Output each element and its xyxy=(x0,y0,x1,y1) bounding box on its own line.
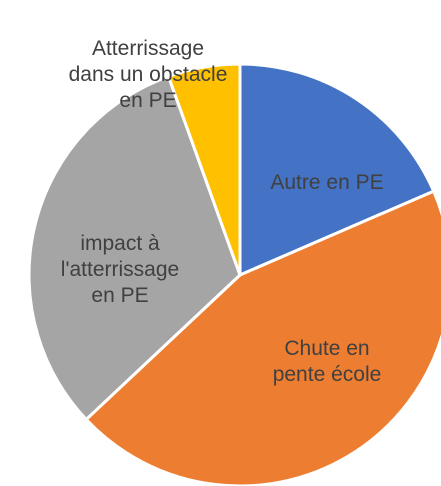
slice-label: Autre en PE xyxy=(270,171,384,194)
slice-label: Chute en pente école xyxy=(272,337,382,386)
slice-label: impact à l'atterrissage en PE xyxy=(60,232,180,307)
pie-slice xyxy=(84,189,441,486)
slice-label: Atterrissage dans un obstacle en PE xyxy=(68,37,228,112)
pie-slice xyxy=(238,62,436,278)
pie-slice xyxy=(27,74,242,422)
pie-slice xyxy=(166,62,242,276)
